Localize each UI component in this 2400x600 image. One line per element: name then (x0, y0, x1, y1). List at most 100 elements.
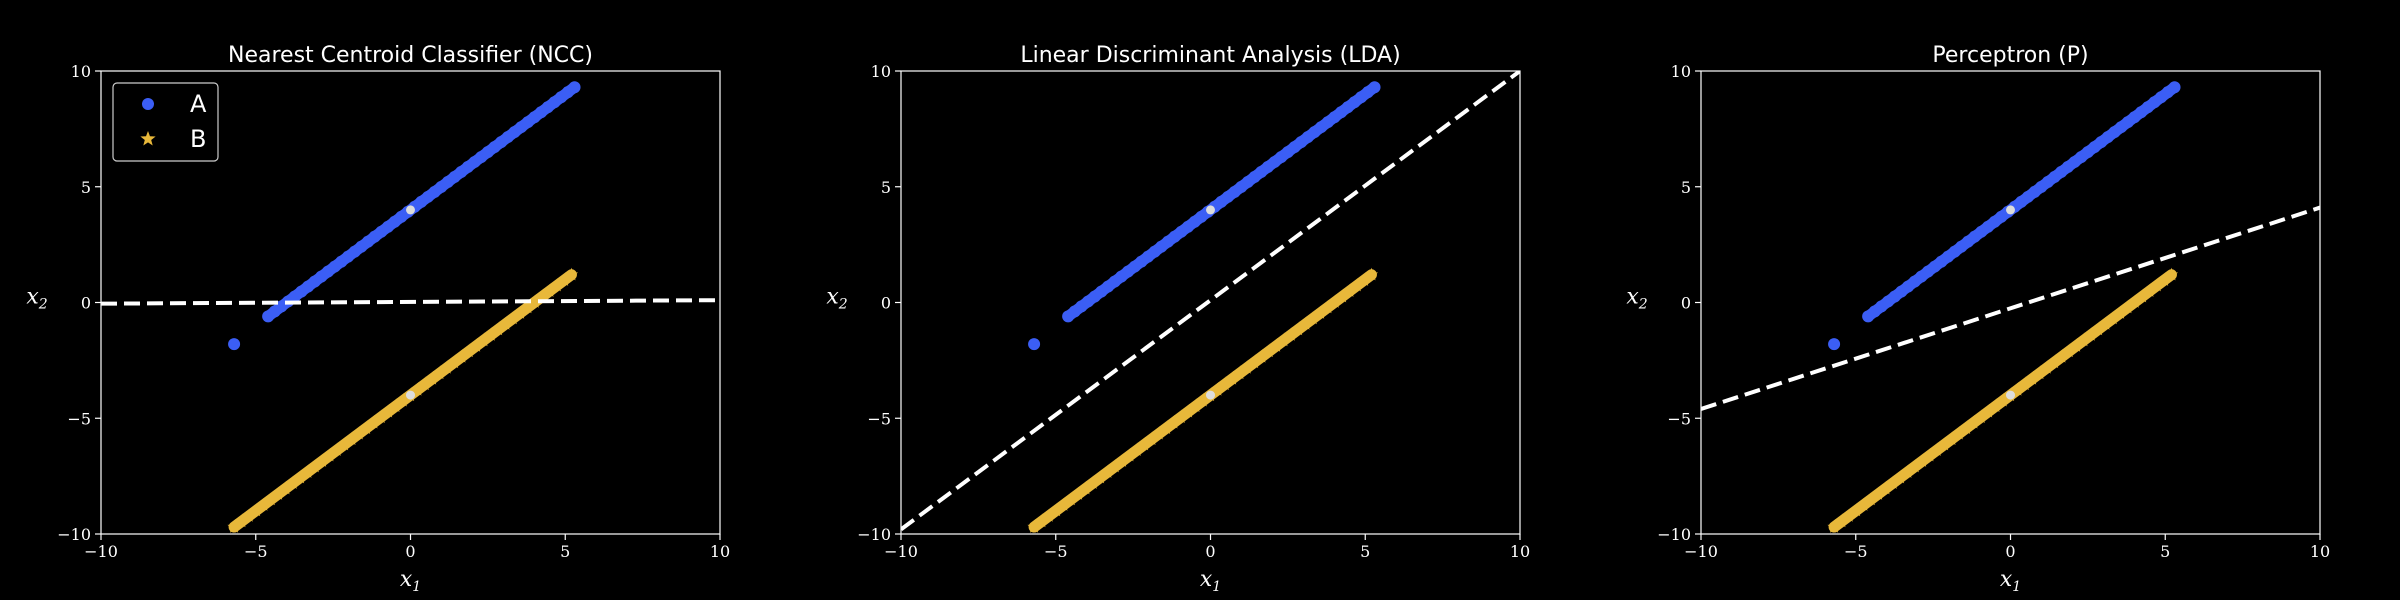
data-point (2010, 382, 2025, 396)
data-point (2157, 273, 2171, 286)
data-point (542, 284, 557, 297)
chart-title: Linear Discriminant Analysis (LDA) (1020, 43, 1400, 68)
data-point (315, 454, 329, 467)
data-point (264, 492, 278, 506)
data-point (1988, 399, 2003, 413)
data-point (242, 509, 256, 522)
data-point (1071, 487, 1085, 500)
y-tick-label: 10 (871, 62, 891, 81)
data-point (1364, 267, 1379, 281)
chart-panel-2: −10 −5 0 5 10 −10 −5 0 5 10 Linear Discriminant An… (826, 43, 1530, 595)
data-point (2142, 284, 2157, 297)
x-tick-label: 10 (710, 542, 730, 561)
data-point (1218, 377, 1232, 391)
data-point (1357, 273, 1371, 286)
y-axis-label: x2 (26, 285, 47, 313)
data-point (1959, 421, 1973, 434)
data-point (1078, 481, 1093, 495)
x-tick-label: −5 (1044, 542, 1068, 561)
data-point (1842, 509, 1856, 522)
data-point (454, 350, 469, 363)
y-tick-label: −10 (57, 525, 91, 544)
data-point (2054, 350, 2069, 363)
data-point (1922, 448, 1937, 462)
data-point (557, 273, 571, 286)
data-point (2091, 322, 2105, 336)
data-point (1915, 454, 1929, 467)
centroid-point (1206, 390, 1215, 400)
x-axis-label: x1 (1200, 567, 1221, 595)
data-point (1937, 437, 1951, 451)
data-point (227, 520, 241, 533)
x-tick-label: 5 (2160, 542, 2170, 561)
data-point (491, 322, 505, 336)
data-point (1042, 509, 1056, 522)
data-point (366, 415, 381, 429)
data-point (1137, 437, 1151, 451)
centroid-point (2006, 205, 2015, 215)
series-a (1828, 81, 2181, 351)
data-point (2150, 278, 2164, 292)
data-point (286, 476, 300, 489)
data-point (1115, 454, 1129, 467)
data-point (506, 311, 520, 325)
data-point (1247, 355, 1261, 369)
data-point (440, 360, 454, 374)
plot-area (1701, 81, 2320, 533)
y-tick-label: 5 (1681, 178, 1691, 197)
data-point (1100, 465, 1115, 478)
x-tick-label: 0 (405, 542, 415, 561)
data-point (418, 377, 432, 391)
data-point (1320, 300, 1335, 314)
data-point (344, 432, 359, 445)
data-point (1254, 350, 1269, 363)
data-point (1108, 459, 1122, 473)
data-point (308, 459, 322, 473)
x-tick-label: −10 (84, 542, 118, 561)
data-point (1152, 426, 1166, 440)
data-point (564, 267, 579, 281)
data-point (2120, 300, 2135, 314)
legend-marker-b-icon (140, 131, 156, 146)
data-point (1952, 426, 1966, 440)
legend-label-b: B (190, 125, 206, 153)
y-tick-label: 5 (881, 178, 891, 197)
data-point (550, 278, 564, 292)
plot-area (901, 71, 1520, 533)
data-point (568, 81, 581, 94)
y-tick-label: 0 (881, 294, 891, 313)
centroid-point (2006, 390, 2015, 400)
decision-boundary (901, 71, 1520, 531)
data-point (2069, 339, 2083, 352)
data-point (1871, 487, 1885, 500)
data-point (1974, 410, 1988, 424)
x-tick-label: −5 (244, 542, 268, 561)
data-point (1908, 459, 1922, 473)
data-point (1130, 443, 1144, 456)
data-point (1262, 344, 1276, 358)
y-tick-label: −10 (1657, 525, 1691, 544)
data-point (352, 426, 366, 440)
x-tick-label: 5 (560, 542, 570, 561)
data-point (1122, 448, 1137, 462)
x-tick-label: 10 (2310, 542, 2330, 561)
data-point (300, 465, 315, 478)
data-point (1981, 404, 1995, 418)
data-point (1232, 366, 1247, 380)
data-point (2062, 344, 2076, 358)
data-point (1276, 333, 1291, 347)
data-point (359, 421, 373, 434)
data-point (1093, 470, 1107, 484)
legend-marker-a-icon (142, 98, 154, 110)
data-point (2135, 289, 2149, 303)
data-point (1834, 514, 1849, 528)
data-point (1086, 476, 1100, 489)
data-point (528, 295, 542, 308)
data-point (2018, 377, 2032, 391)
y-axis-label-subscript: 2 (38, 297, 48, 313)
data-point (1335, 289, 1349, 303)
y-tick-label: 0 (1681, 294, 1691, 313)
centroid-point (406, 390, 415, 400)
data-point (2113, 306, 2127, 319)
